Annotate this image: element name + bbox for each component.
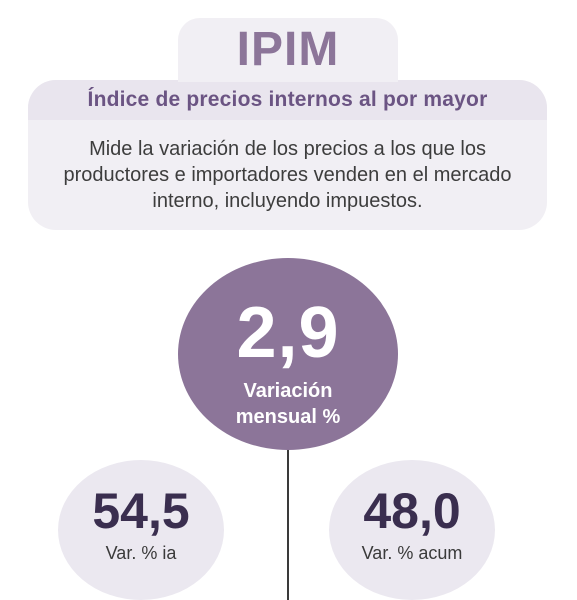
connector-line (287, 440, 289, 600)
monthly-variation-label-line2: mensual % (235, 406, 341, 428)
yearly-variation-label: Var. % ia (105, 543, 177, 563)
monthly-variation-label-line1: Variación (243, 380, 333, 402)
cumulative-variation-label: Var. % acum (361, 543, 463, 563)
index-subtitle: Índice de precios internos al por mayor (87, 88, 488, 111)
yearly-variation-value: 54,5 (92, 483, 190, 539)
subtitle-band: Índice de precios internos al por mayor (28, 80, 547, 120)
monthly-variation-value: 2,9 (236, 293, 340, 373)
monthly-variation-circle: 2,9 Variación mensual % (178, 258, 398, 450)
monthly-variation-label: Variación mensual % (178, 378, 398, 430)
description-card: Índice de precios internos al por mayor … (28, 80, 547, 230)
title-tab: IPIM (178, 18, 398, 82)
index-title: IPIM (236, 23, 340, 76)
index-description: Mide la variación de los precios a los q… (63, 138, 512, 212)
cumulative-variation-value: 48,0 (363, 483, 461, 539)
cumulative-variation-circle: 48,0 Var. % acum (329, 460, 495, 600)
yearly-variation-circle: 54,5 Var. % ia (58, 460, 224, 600)
